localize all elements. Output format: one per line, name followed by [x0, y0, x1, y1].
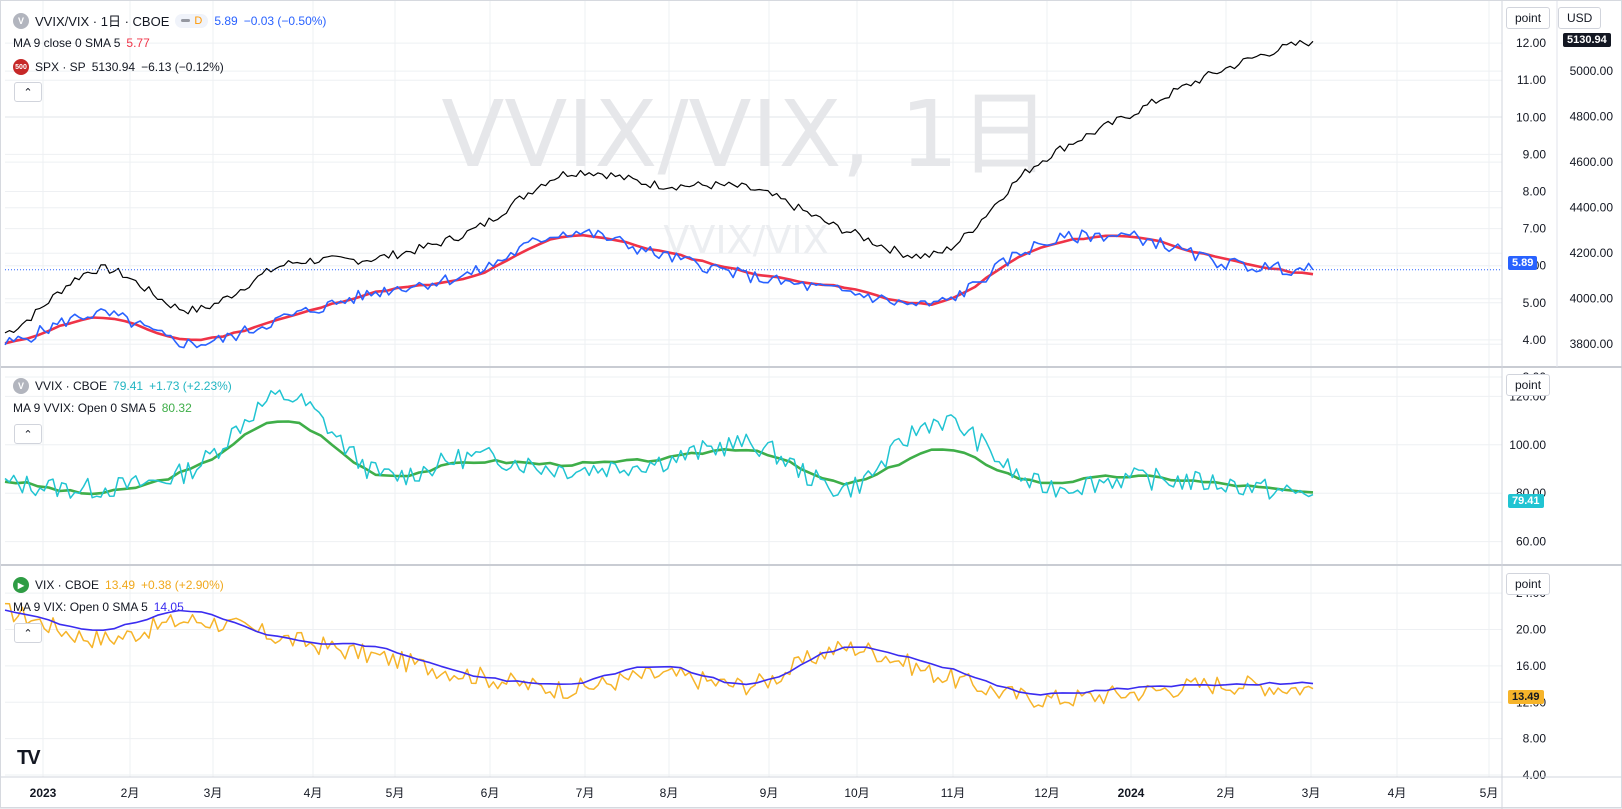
pane2-price: 79.41	[113, 379, 144, 393]
spx-legend[interactable]: 500 SPX · SP 5130.94 −6.13 (−0.12%)	[13, 59, 224, 75]
price-axis-label: 12.00	[1516, 36, 1546, 50]
ratio-ma-line[interactable]	[4, 233, 1314, 345]
time-axis-label: 12月	[1034, 786, 1059, 800]
pane1-price: 5.89	[214, 13, 238, 28]
interval-chip[interactable]: D	[175, 13, 209, 28]
time-axis-label: 2024	[1118, 786, 1145, 800]
pane1-symbol[interactable]: VVIX/VIX · 1日 · CBOE	[35, 14, 170, 29]
time-axis-label: 3月	[204, 786, 223, 800]
pane2-change: +1.73 (+2.23%)	[149, 379, 232, 393]
tradingview-logo-icon[interactable]: TV	[17, 747, 41, 769]
price-axis-label: 5000.00	[1570, 64, 1614, 78]
pane1-collapse-button[interactable]: ⌃	[14, 82, 42, 102]
price-axes: 12.0011.0010.009.008.007.006.005.004.003…	[1501, 1, 1614, 809]
time-axis-label: 5月	[1480, 786, 1499, 800]
time-axis-label: 8月	[660, 786, 679, 800]
spx-last-price-tag: 5130.94	[1563, 33, 1611, 47]
pane2-symbol-legend[interactable]: V VVIX · CBOE 79.41 +1.73 (+2.23%)	[13, 378, 232, 394]
pane3-change: +0.38 (+2.90%)	[141, 578, 224, 592]
pane3-ma-label[interactable]: MA 9 VIX: Open 0 SMA 5	[13, 600, 148, 614]
time-axis-label: 11月	[941, 786, 965, 800]
pane1-ma-label[interactable]: MA 9 close 0 SMA 5	[13, 36, 121, 50]
pane1-ma-legend[interactable]: MA 9 close 0 SMA 5 5.77	[13, 36, 150, 50]
watermark-main: VVIX/VIX, 1日	[441, 81, 1050, 188]
pane1-ma-value: 5.77	[126, 36, 150, 50]
price-axis-label: 7.00	[1523, 222, 1547, 236]
price-axis-label: 4200.00	[1570, 246, 1614, 260]
price-axis-label: 100.00	[1509, 438, 1546, 452]
price-axis-label: 10.00	[1516, 110, 1546, 124]
price-axis-label: 16.00	[1516, 659, 1546, 673]
time-axis-label: 10月	[844, 786, 869, 800]
symbol-logo-icon: V	[13, 378, 29, 394]
series-layer	[4, 39, 1502, 708]
time-axis-label: 3月	[1302, 786, 1321, 800]
pane3-scale-button[interactable]: point	[1506, 573, 1551, 595]
spx-price: 5130.94	[91, 60, 136, 74]
ratio-line[interactable]	[4, 228, 1314, 349]
price-axis-label: 9.00	[1523, 147, 1547, 161]
pane1-scale-button[interactable]: point	[1506, 7, 1551, 29]
pane3-last-price-tag: 13.49	[1508, 690, 1544, 704]
price-axis-label: 4400.00	[1570, 201, 1614, 215]
pane2-collapse-button[interactable]: ⌃	[14, 424, 42, 444]
grid-lines	[5, 1, 1502, 777]
spx-logo-icon: 500	[13, 59, 29, 75]
vix-line[interactable]	[4, 602, 1314, 708]
price-axis-label: 4600.00	[1570, 155, 1614, 169]
price-axis-label: 60.00	[1516, 535, 1546, 549]
time-axis-label: 7月	[576, 786, 595, 800]
currency-button[interactable]: USD	[1558, 7, 1602, 29]
pane3-price: 13.49	[105, 578, 136, 592]
vvix-ma-line[interactable]	[4, 420, 1314, 496]
time-axis-label: 2月	[1217, 786, 1236, 800]
time-axis-label: 4月	[1388, 786, 1407, 800]
time-axis-label: 2月	[121, 786, 140, 800]
pane3-ma-legend[interactable]: MA 9 VIX: Open 0 SMA 5 14.05	[13, 600, 184, 614]
price-axis-label: 11.00	[1517, 73, 1546, 87]
pane1-last-price-tag: 5.89	[1508, 256, 1538, 270]
pane3-symbol-legend[interactable]: ▶ VIX · CBOE 13.49 +0.38 (+2.90%)	[13, 577, 224, 593]
eye-toggle-icon[interactable]	[181, 19, 191, 22]
price-axis-label: 5.00	[1523, 296, 1547, 310]
pane2-last-price-tag: 79.41	[1508, 494, 1544, 508]
interval-chip-label: D	[194, 14, 203, 27]
pane1-symbol-legend[interactable]: V VVIX/VIX · 1日 · CBOE D 5.89 −0.03 (−0.…	[13, 11, 326, 30]
pane2-symbol[interactable]: VVIX · CBOE	[35, 379, 108, 393]
spx-change: −6.13 (−0.12%)	[141, 60, 224, 74]
pane1-change: −0.03 (−0.50%)	[243, 13, 327, 28]
price-axis-label: 20.00	[1516, 623, 1546, 637]
price-axis-label: 4.00	[1523, 333, 1547, 347]
pane2-ma-value: 80.32	[161, 401, 192, 415]
pane-dividers[interactable]	[1, 366, 1622, 566]
time-axis-label: 6月	[481, 786, 500, 800]
symbol-logo-icon: ▶	[13, 577, 29, 593]
price-axis-label: 3800.00	[1570, 337, 1614, 351]
time-axis-label: 9月	[760, 786, 779, 800]
price-axis-label: 4000.00	[1570, 292, 1614, 306]
time-axis: 2023 2月 3月 4月 5月 6月 7月 8月 9月 10月 11月 12月 2024 2月 3月 4月 5…	[1, 776, 1622, 800]
watermark-sub: VVIX/VIX	[663, 218, 828, 262]
time-axis-label: 5月	[386, 786, 405, 800]
pane3-collapse-button[interactable]: ⌃	[14, 623, 42, 643]
spx-line[interactable]	[4, 39, 1314, 334]
vvix-line[interactable]	[4, 389, 1314, 500]
vix-ma-line[interactable]	[4, 609, 1314, 696]
spx-label[interactable]: SPX · SP	[35, 60, 86, 74]
symbol-logo-icon: V	[13, 12, 29, 29]
pane3-ma-value: 14.05	[153, 600, 184, 614]
time-axis-label: 2023	[30, 786, 57, 800]
price-axis-label: 8.00	[1523, 185, 1547, 199]
price-axis-label: 4800.00	[1570, 110, 1614, 124]
time-axis-label: 4月	[304, 786, 323, 800]
pane2-ma-legend[interactable]: MA 9 VVIX: Open 0 SMA 5 80.32	[13, 401, 192, 415]
price-axis-label: 4.00	[1523, 768, 1547, 782]
pane2-scale-button[interactable]: point	[1506, 374, 1551, 396]
price-axis-label: 8.00	[1523, 732, 1547, 746]
pane3-symbol[interactable]: VIX · CBOE	[35, 578, 100, 592]
pane2-ma-label[interactable]: MA 9 VVIX: Open 0 SMA 5	[13, 401, 156, 415]
